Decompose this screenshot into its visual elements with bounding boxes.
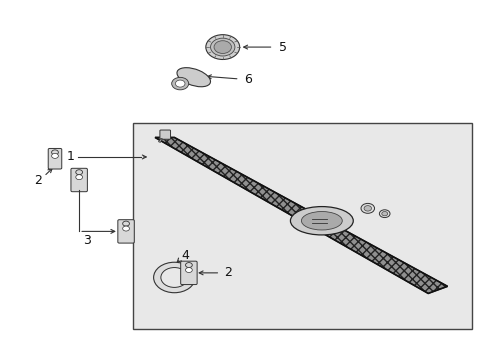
FancyBboxPatch shape (71, 168, 87, 192)
Circle shape (360, 203, 374, 213)
Circle shape (205, 35, 239, 59)
Circle shape (381, 212, 387, 216)
Circle shape (214, 41, 231, 54)
Circle shape (76, 175, 82, 180)
Circle shape (210, 38, 234, 56)
Circle shape (171, 77, 188, 90)
FancyBboxPatch shape (118, 220, 134, 243)
Text: 2: 2 (34, 174, 41, 187)
Circle shape (122, 226, 129, 231)
Circle shape (122, 221, 129, 226)
FancyBboxPatch shape (160, 130, 170, 139)
Circle shape (185, 262, 192, 267)
Text: 5: 5 (279, 41, 286, 54)
Circle shape (153, 262, 195, 293)
Circle shape (52, 153, 58, 158)
Circle shape (363, 206, 371, 211)
Circle shape (76, 170, 82, 175)
FancyBboxPatch shape (180, 261, 197, 284)
Ellipse shape (301, 212, 342, 230)
Polygon shape (158, 139, 162, 143)
Ellipse shape (177, 68, 210, 87)
Text: 2: 2 (223, 266, 231, 279)
Text: 4: 4 (181, 249, 189, 262)
Text: 6: 6 (244, 73, 252, 86)
FancyBboxPatch shape (48, 148, 61, 169)
Circle shape (52, 150, 58, 155)
Circle shape (175, 80, 184, 87)
Text: 1: 1 (66, 150, 74, 163)
Circle shape (379, 210, 389, 217)
Ellipse shape (290, 207, 352, 235)
Circle shape (185, 267, 192, 273)
Circle shape (161, 267, 187, 287)
Polygon shape (155, 138, 447, 293)
FancyBboxPatch shape (133, 123, 471, 329)
Text: 3: 3 (83, 234, 91, 247)
